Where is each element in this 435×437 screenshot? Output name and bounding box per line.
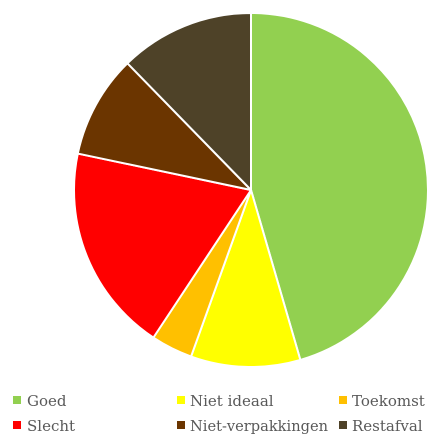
legend-swatch-restafval [339, 421, 347, 429]
pie-slices [73, 12, 429, 369]
legend-label-goed: Goed [27, 392, 67, 410]
legend-swatch-toekomst [339, 396, 347, 404]
legend-swatch-niet-verpakkingen [177, 421, 185, 429]
legend-item-toekomst: Toekomst [339, 392, 425, 410]
legend-item-niet-verpakkingen: Niet-verpakkingen [177, 417, 328, 435]
legend-item-niet-ideaal: Niet ideaal [177, 392, 274, 410]
legend-item-restafval: Restafval [339, 417, 423, 435]
legend-swatch-slecht [13, 421, 21, 429]
legend-swatch-goed [13, 396, 21, 404]
legend-item-goed: Goed [13, 392, 67, 410]
pie-slice-niet-verpakkingen [76, 62, 252, 191]
pie-slice-slecht [73, 152, 252, 339]
pie-slice-restafval [126, 12, 252, 191]
legend-label-niet-verpakkingen: Niet-verpakkingen [190, 417, 328, 435]
legend: Goed Niet ideaal Toekomst Slecht Niet-ve… [13, 392, 425, 435]
legend-label-niet-ideaal: Niet ideaal [190, 392, 274, 410]
legend-label-slecht: Slecht [27, 417, 75, 435]
legend-label-restafval: Restafval [352, 417, 423, 435]
pie-slice-niet-ideaal [190, 189, 302, 369]
legend-item-slecht: Slecht [13, 417, 75, 435]
legend-swatch-niet-ideaal [177, 396, 185, 404]
pie-slice-goed [250, 12, 429, 361]
legend-label-toekomst: Toekomst [352, 392, 425, 410]
